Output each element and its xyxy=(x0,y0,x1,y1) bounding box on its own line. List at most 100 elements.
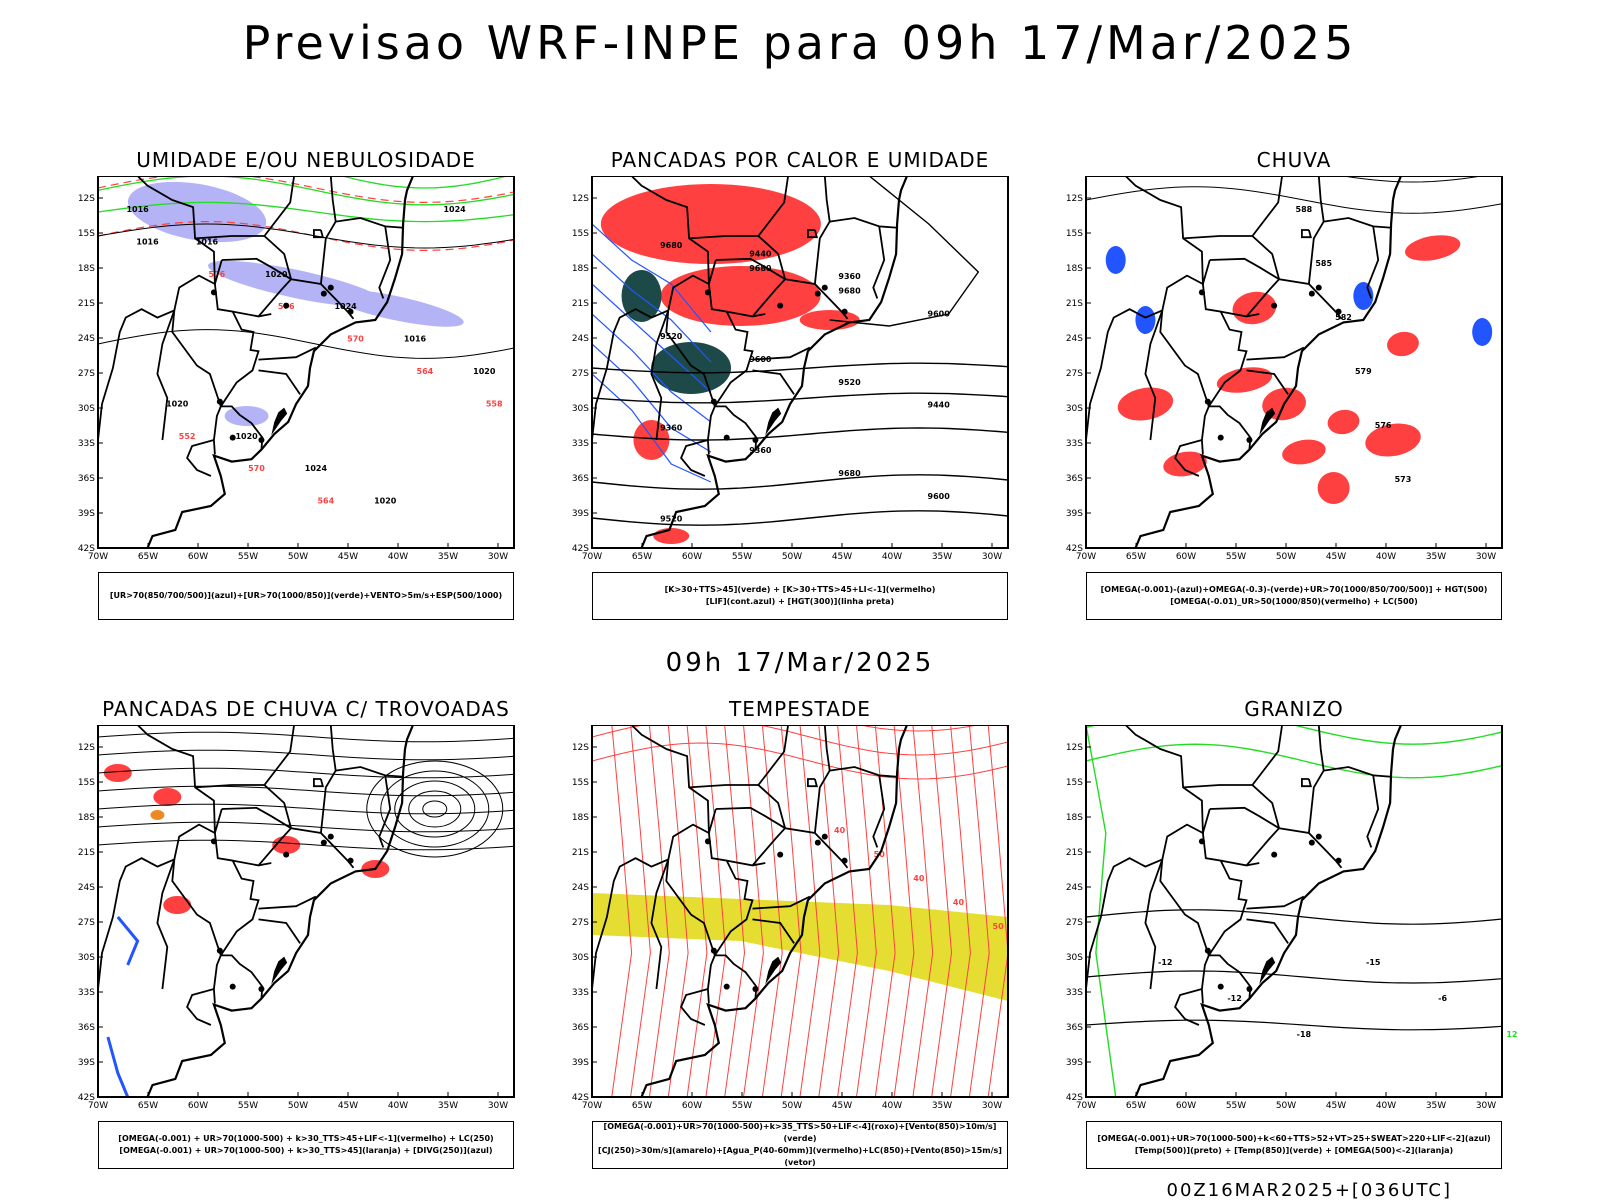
state-border xyxy=(1144,310,1164,441)
legend-line: [OMEGA(-0.001)+UR>70(1000-500)+k>35_TTS>… xyxy=(603,1122,997,1143)
lat-label: 24S xyxy=(78,883,95,893)
state-border xyxy=(752,369,795,395)
lon-label: 45W xyxy=(338,1101,358,1111)
water-red-contour xyxy=(857,725,980,732)
lake xyxy=(1335,857,1342,864)
state-border xyxy=(1124,725,1204,860)
streamline xyxy=(1340,176,1485,183)
lat-label: 24S xyxy=(572,883,589,893)
geography-layer xyxy=(592,725,909,1097)
lat-label: 27S xyxy=(1066,369,1083,379)
lagoa-dos-patos xyxy=(271,407,288,436)
lon-label: 70W xyxy=(582,552,602,562)
hgt300-contour xyxy=(592,362,1008,374)
lake xyxy=(814,839,821,846)
legend-box: [OMEGA(-0.001)-(azul)+OMEGA(-0.3)-(verde… xyxy=(1086,572,1502,620)
contour-label: 1024 xyxy=(443,205,466,214)
coastline xyxy=(897,725,909,750)
contour-label: 579 xyxy=(1355,367,1372,376)
panel-chuva: CHUVA 588 585 582 579 576 573 12S 15S 18S 21S 24S 2… xyxy=(1054,148,1534,628)
lat-label: 30S xyxy=(78,404,95,414)
lat-label: 39S xyxy=(572,1058,589,1068)
lif-blue-contour xyxy=(592,283,712,393)
state-border xyxy=(630,176,710,311)
state-border xyxy=(186,439,215,477)
rain-red-area xyxy=(1282,439,1326,465)
state-border xyxy=(1124,176,1204,311)
streamline xyxy=(98,821,514,833)
state-border xyxy=(212,405,264,455)
lake xyxy=(1217,983,1224,990)
contour-label: 588 xyxy=(1296,205,1313,214)
state-border xyxy=(715,806,786,829)
coastline xyxy=(1134,199,1395,548)
panel-granizo: GRANIZO -12-12-18-15-6121212S15S18S21S24… xyxy=(1054,697,1534,1177)
map-umidade: 1016 1016 1020 1024 1016 1020 1020 1020 1024 1020… xyxy=(78,176,515,562)
lake xyxy=(752,437,759,443)
lake xyxy=(1271,302,1278,309)
state-border xyxy=(212,954,264,1004)
coastline xyxy=(146,199,407,548)
lake xyxy=(1308,290,1315,297)
legend-line: [CJ(250)>30m/s](amarelo)+[Agua_P(40-60mm… xyxy=(598,1146,1002,1167)
contour-label: 1020 xyxy=(374,497,397,506)
lon-label: 60W xyxy=(682,1101,702,1111)
state-border xyxy=(335,766,403,778)
state-border xyxy=(680,439,709,477)
lon-label: 35W xyxy=(438,552,458,562)
state-border xyxy=(829,217,897,229)
lat-label: 36S xyxy=(1066,1023,1083,1033)
state-border xyxy=(156,859,176,990)
panel-umidade: UMIDADE E/OU NEBULOSIDADE 1016 1016 1020 10… xyxy=(66,148,546,628)
lake xyxy=(704,289,711,296)
state-border xyxy=(1144,859,1164,990)
contour-label: 9680 xyxy=(660,241,683,250)
lake xyxy=(1217,434,1224,441)
contour-label: 9360 xyxy=(749,446,772,455)
lon-label: 50W xyxy=(288,552,308,562)
lon-label: 70W xyxy=(88,1101,108,1111)
lagoa-dos-patos xyxy=(1259,407,1276,436)
map-frame xyxy=(97,176,515,549)
field-layer xyxy=(98,731,514,1097)
lon-label: 30W xyxy=(1476,552,1496,562)
lif-blue-contour xyxy=(592,253,712,363)
state-border xyxy=(335,217,403,229)
lon-label: 55W xyxy=(238,1101,258,1111)
lat-label: 18S xyxy=(78,264,95,274)
coastline xyxy=(897,176,909,201)
omega-blue-area xyxy=(1105,246,1126,274)
lat-label: 39S xyxy=(1066,509,1083,519)
state-border xyxy=(706,954,758,1004)
temp850-green-contour xyxy=(1086,725,1117,1097)
contour-label: 1016 xyxy=(136,237,159,246)
lake xyxy=(210,838,217,845)
legend-line: [LIF](cont.azul) + [HGT(300)](linha pret… xyxy=(705,597,895,606)
coastline xyxy=(146,748,407,1097)
legend-line: [OMEGA(-0.001)-(azul)+OMEGA(-0.3)-(verde… xyxy=(1100,585,1488,594)
lon-label: 65W xyxy=(632,552,652,562)
contour-label: 50 xyxy=(993,922,1005,931)
state-border xyxy=(257,827,355,869)
lon-label: 30W xyxy=(488,1101,508,1111)
contour-label: 40 xyxy=(953,898,965,907)
lat-label: 42S xyxy=(78,544,95,554)
contour-label: 1024 xyxy=(305,464,328,473)
state-border xyxy=(232,859,272,867)
geography-layer xyxy=(98,725,415,1097)
state-border xyxy=(221,806,292,829)
contour-label: 1024 xyxy=(334,302,357,311)
lon-label: 55W xyxy=(732,552,752,562)
lat-label: 30S xyxy=(1066,404,1083,414)
lake xyxy=(216,398,223,405)
lon-label: 35W xyxy=(932,552,952,562)
panel-title: GRANIZO xyxy=(1244,697,1344,721)
water-red-contour xyxy=(761,725,783,1097)
temp500-contour xyxy=(1086,1019,1502,1031)
lake xyxy=(814,290,821,297)
temp850-green-contour xyxy=(1086,743,1502,779)
lat-label: 33S xyxy=(572,988,589,998)
state-border xyxy=(320,725,337,834)
rain-red-area xyxy=(1317,472,1350,504)
state-border xyxy=(258,918,301,944)
